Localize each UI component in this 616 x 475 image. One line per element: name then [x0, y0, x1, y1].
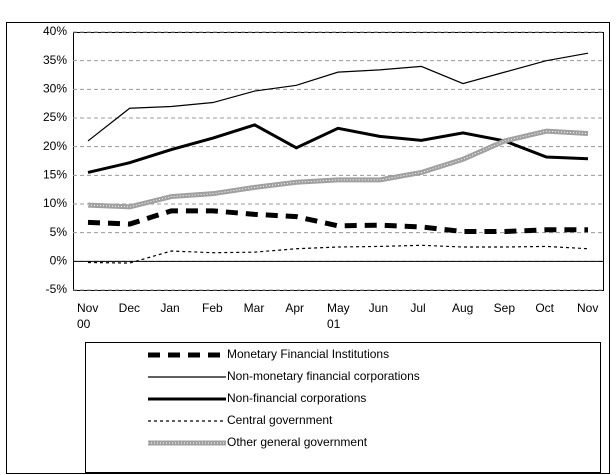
y-tick-label: 5%	[50, 225, 68, 239]
series-line	[87, 244, 589, 264]
y-tick-label: 35%	[43, 53, 67, 67]
legend-label: Central government	[227, 413, 333, 427]
x-tick-label: Sep	[493, 301, 516, 315]
legend-label: Non-monetary financial corporations	[227, 369, 420, 383]
x-tick-label: Mar	[243, 301, 265, 315]
plot-frame	[73, 32, 604, 291]
x-tick-label: Jun	[368, 301, 389, 315]
series-hatch	[87, 130, 589, 208]
x-tick-label: Jan	[160, 301, 180, 315]
x-tick-label: Nov	[577, 301, 599, 315]
y-tick-label: 15%	[43, 168, 67, 182]
x-tick-label: Jul	[410, 301, 426, 315]
x-tick-label: Dec	[118, 301, 140, 315]
series-line	[87, 208, 588, 235]
y-tick-label: 30%	[43, 82, 67, 96]
y-tick-label: 40%	[43, 24, 67, 38]
x-tick-label: Apr	[285, 301, 305, 315]
legend-box	[85, 342, 601, 473]
y-tick-label: 10%	[43, 196, 67, 210]
x-tick-label: Aug	[452, 301, 474, 315]
legend-label: Other general government	[227, 435, 368, 449]
series-line	[87, 52, 589, 142]
y-tick-label: 25%	[43, 110, 67, 124]
y-tick-label: 0%	[50, 254, 68, 268]
y-tick-label: 20%	[43, 139, 67, 153]
legend-label: Monetary Financial Institutions	[227, 347, 389, 361]
x-tick-label: Oct	[535, 301, 554, 315]
y-tick-label: -5%	[46, 282, 68, 296]
x-tick-label: May 01	[327, 301, 350, 331]
x-tick-label: Nov 00	[77, 301, 99, 331]
legend-label: Non-financial corporations	[227, 391, 366, 405]
x-tick-label: Feb	[202, 301, 223, 315]
